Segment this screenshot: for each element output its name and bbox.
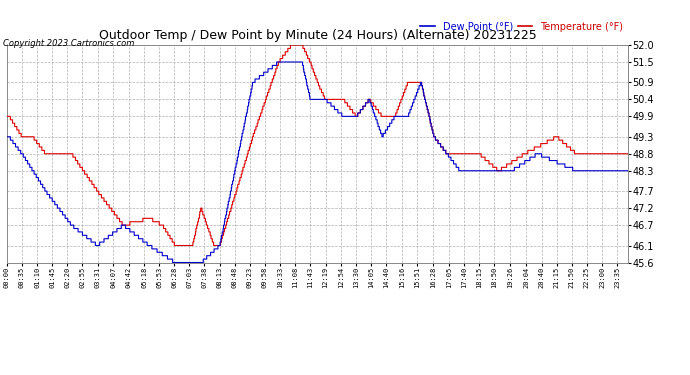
Title: Outdoor Temp / Dew Point by Minute (24 Hours) (Alternate) 20231225: Outdoor Temp / Dew Point by Minute (24 H… — [99, 30, 536, 42]
Text: Copyright 2023 Cartronics.com: Copyright 2023 Cartronics.com — [3, 39, 135, 48]
Legend: Dew Point (°F), Temperature (°F): Dew Point (°F), Temperature (°F) — [420, 22, 623, 32]
